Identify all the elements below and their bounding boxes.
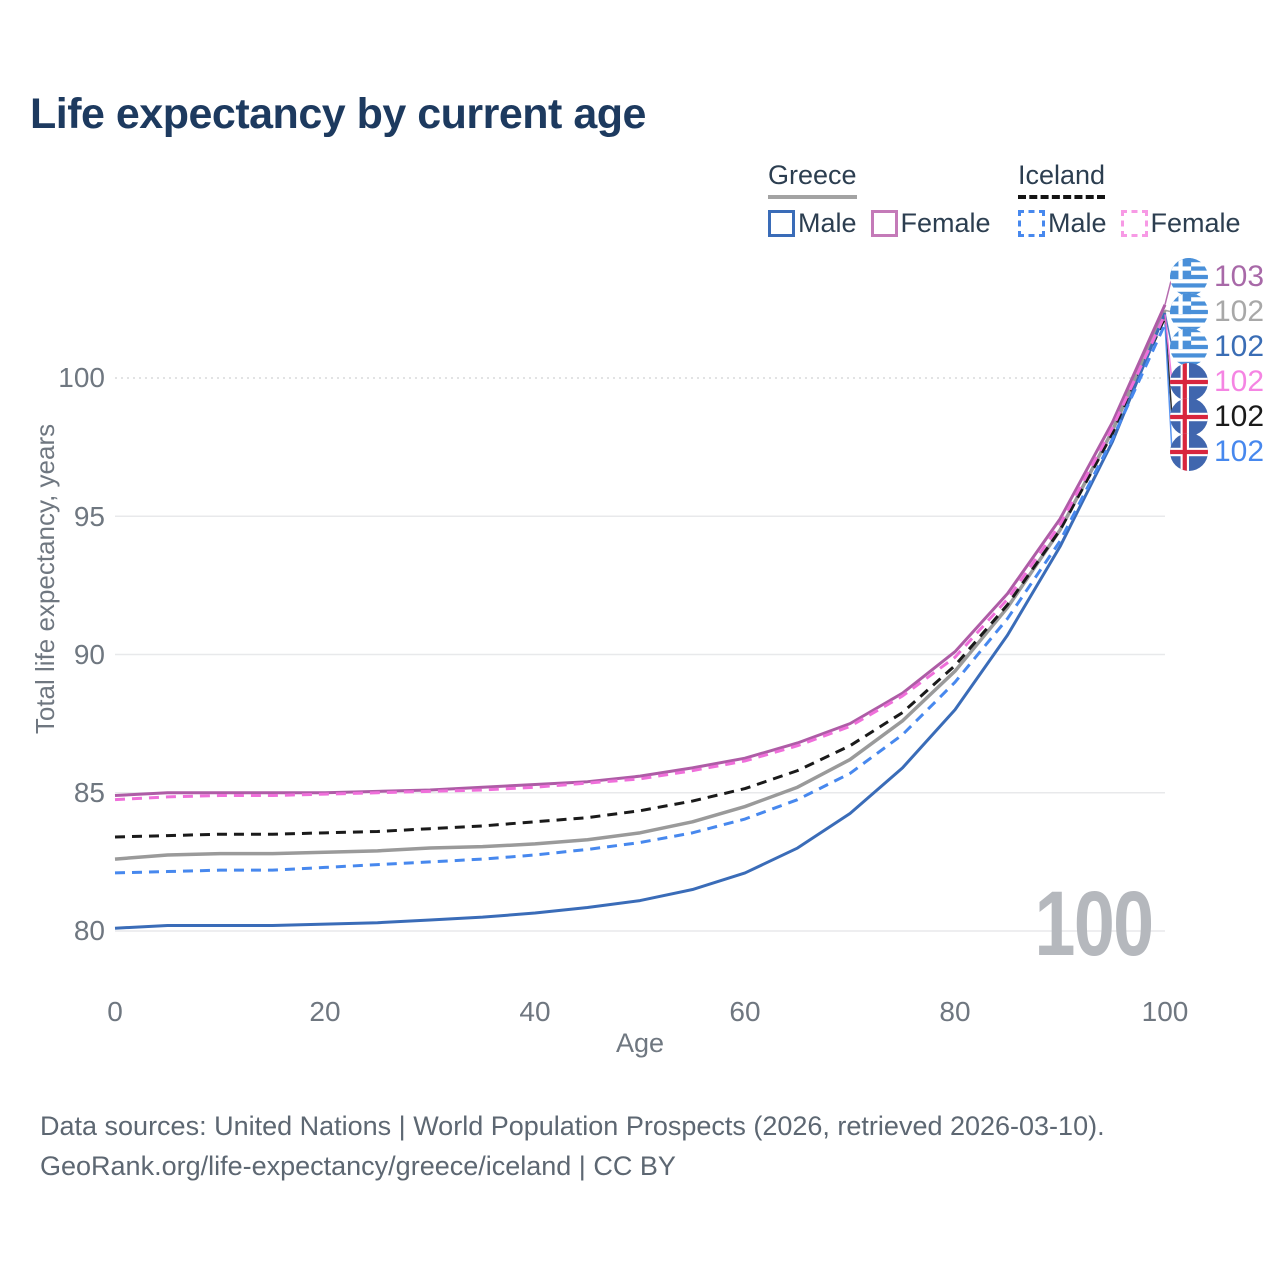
legend-greece-female-label[interactable]: Female [900, 208, 991, 238]
legend-greece-items: Male Female [768, 208, 1005, 239]
end-label-greece-male: 102 [1170, 328, 1264, 366]
legend-iceland-header[interactable]: Iceland [1018, 160, 1106, 199]
page-title: Life expectancy by current age [30, 90, 646, 138]
y-tick-95: 95 [73, 501, 105, 532]
x-tick-20: 20 [309, 996, 341, 1027]
end-value: 102 [1214, 400, 1265, 433]
iceland-flag-icon [1170, 433, 1208, 471]
x-tick-0: 0 [107, 996, 123, 1027]
end-value: 102 [1214, 295, 1265, 328]
legend-iceland-female-swatch[interactable] [1120, 210, 1148, 237]
end-label-iceland-female: 102 [1170, 363, 1264, 401]
y-tick-80: 80 [73, 915, 105, 946]
end-value: 102 [1214, 365, 1265, 398]
chart-area: 100 95 90 85 80 0 20 40 60 80 100 Age To… [0, 250, 1280, 1058]
iceland-flag-icon [1170, 363, 1208, 401]
legend-iceland-items: Male Female [1018, 208, 1255, 239]
x-tick-60: 60 [729, 996, 761, 1027]
end-label-iceland-total: 102 [1170, 398, 1264, 436]
end-label-greece-total: 102 [1170, 293, 1264, 331]
end-label-greece-female: 103 [1170, 258, 1264, 296]
x-axis-title: Age [615, 1028, 665, 1058]
legend-greece-female-swatch[interactable] [870, 210, 898, 237]
y-axis-title: Total life expectancy, years [30, 423, 60, 735]
y-tick-85: 85 [73, 777, 105, 808]
y-tick-100: 100 [58, 362, 105, 393]
x-tick-40: 40 [519, 996, 551, 1027]
legend-greece-header[interactable]: Greece [768, 160, 857, 199]
legend-greece-male-label[interactable]: Male [798, 208, 857, 238]
footer-attribution: GeoRank.org/life-expectancy/greece/icela… [40, 1151, 676, 1181]
legend-iceland-male-swatch[interactable] [1018, 210, 1045, 237]
legend-group-iceland: Iceland Male Female [1018, 160, 1255, 239]
greece-flag-icon [1170, 328, 1208, 366]
end-value: 102 [1214, 330, 1265, 363]
end-value: 102 [1214, 435, 1265, 468]
greece-flag-icon [1170, 293, 1208, 331]
footer: Data sources: United Nations | World Pop… [40, 1106, 1105, 1186]
y-tick-90: 90 [73, 639, 105, 670]
end-value: 103 [1214, 260, 1265, 293]
age-watermark: 100 [1034, 873, 1154, 975]
end-label-iceland-male: 102 [1170, 433, 1264, 471]
footer-data-sources: Data sources: United Nations | World Pop… [40, 1111, 1105, 1141]
line-chart-canvas[interactable] [0, 250, 1280, 980]
greece-flag-icon [1170, 258, 1208, 296]
x-tick-100: 100 [1141, 996, 1189, 1027]
legend-group-greece: Greece Male Female [768, 160, 1005, 239]
legend-greece-male-swatch[interactable] [768, 210, 795, 237]
iceland-flag-icon [1170, 398, 1208, 436]
legend-iceland-male-label[interactable]: Male [1048, 208, 1107, 238]
x-tick-80: 80 [939, 996, 971, 1027]
legend-iceland-female-label[interactable]: Female [1150, 208, 1241, 238]
